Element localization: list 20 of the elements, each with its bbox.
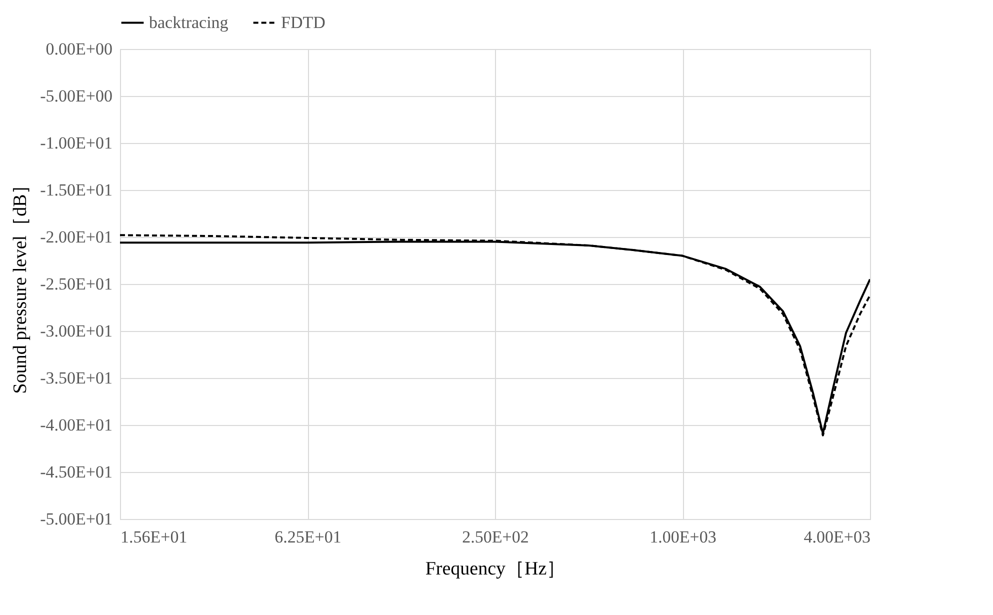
x-tick-label: 1.00E+03: [650, 528, 716, 546]
y-tick-label: -1.50E+01: [40, 180, 112, 200]
x-tick-label: 4.00E+03: [804, 528, 870, 546]
y-tick-label: -4.50E+01: [40, 462, 112, 482]
y-tick-label: -1.00E+01: [40, 134, 112, 152]
y-tick-label: -2.00E+01: [40, 228, 112, 246]
y-tick-label: -4.00E+01: [40, 416, 112, 434]
y-axis-title: Sound pressure level［dB］: [10, 175, 32, 394]
x-tick-label: 6.25E+01: [274, 528, 342, 546]
y-tick-label: -2.50E+01: [40, 274, 112, 294]
legend-label: backtracing: [149, 12, 229, 32]
x-axis-title: Frequency［Hz］: [425, 558, 566, 580]
y-tick-label: 0.00E+00: [46, 40, 112, 58]
y-tick-label: -5.00E+00: [40, 86, 112, 106]
y-tick-label: -3.00E+01: [40, 322, 112, 340]
x-tick-label: 1.56E+01: [120, 528, 188, 546]
y-tick-label: -5.00E+01: [40, 510, 112, 528]
legend-label: FDTD: [281, 12, 326, 32]
y-tick-label: -3.50E+01: [40, 368, 112, 388]
x-tick-label: 2.50E+02: [462, 528, 529, 546]
